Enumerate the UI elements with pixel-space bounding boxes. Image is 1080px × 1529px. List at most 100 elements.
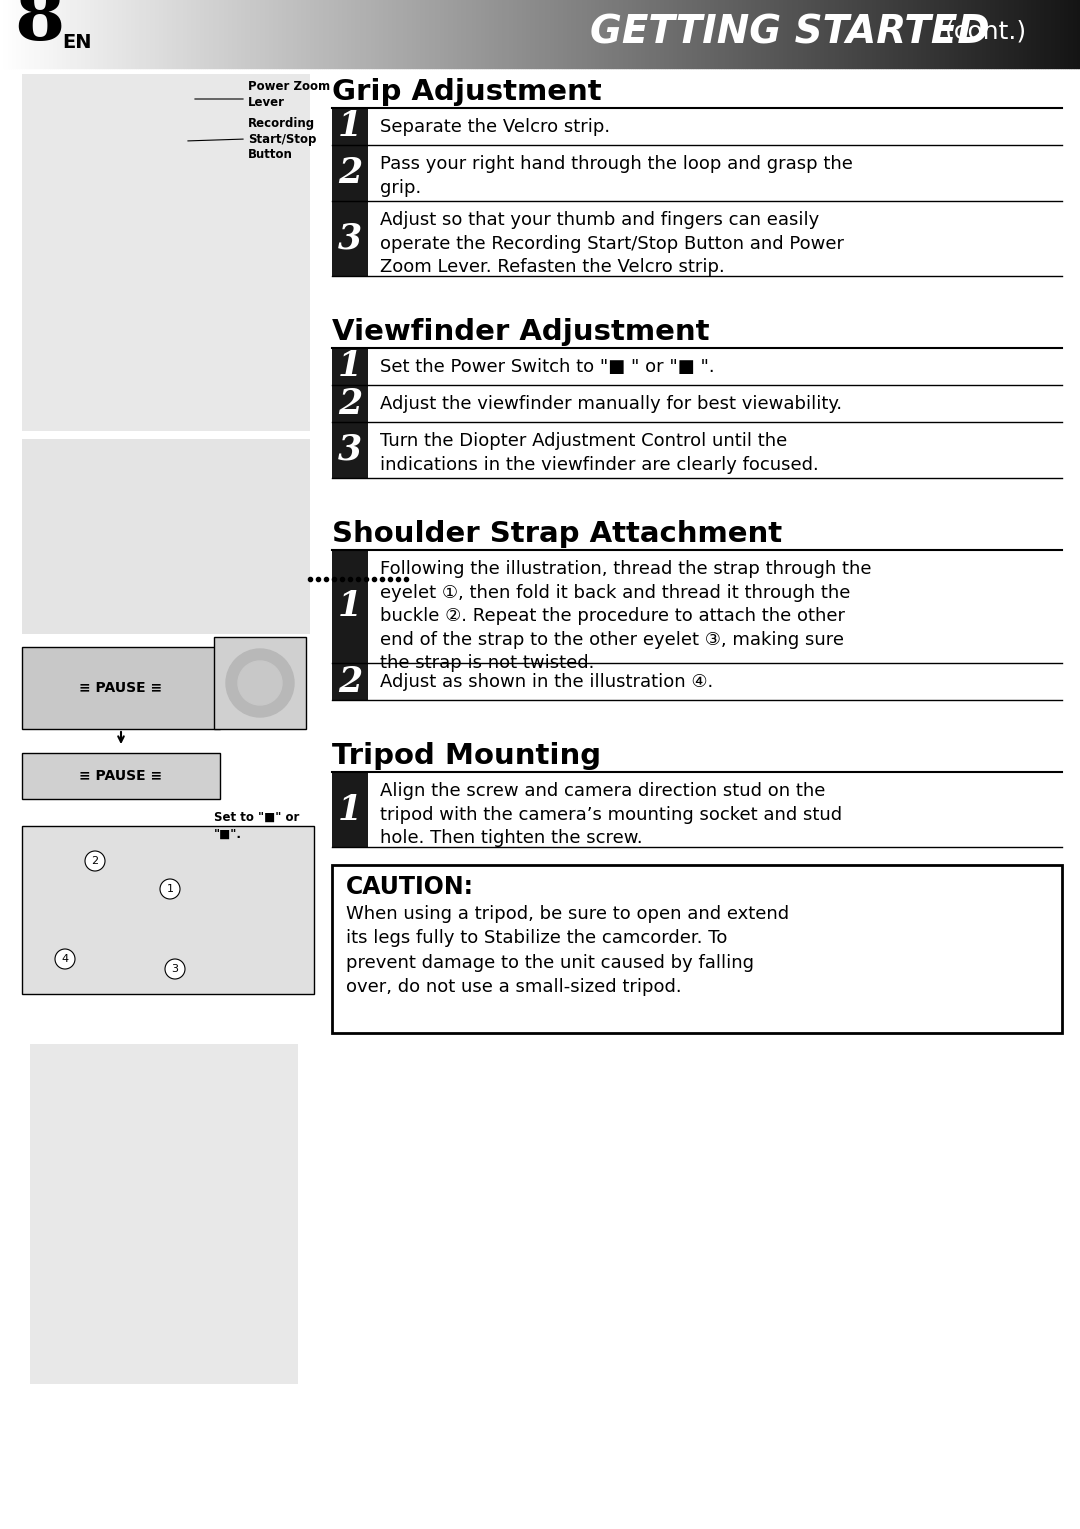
Bar	[564, 0, 566, 67]
Bar	[750, 0, 752, 67]
Bar	[136, 0, 138, 67]
Bar	[438, 0, 441, 67]
Bar	[680, 0, 683, 67]
Bar	[689, 0, 691, 67]
Bar	[22, 647, 220, 729]
Bar	[114, 0, 117, 67]
Bar	[190, 0, 192, 67]
Bar	[225, 0, 227, 67]
Bar	[1026, 0, 1028, 67]
Bar	[799, 0, 801, 67]
Bar	[739, 0, 741, 67]
Bar	[719, 0, 721, 67]
Bar	[717, 0, 719, 67]
Bar	[464, 0, 467, 67]
Bar	[760, 0, 762, 67]
Bar	[235, 0, 238, 67]
Bar	[687, 0, 689, 67]
Bar	[581, 0, 583, 67]
Bar	[849, 0, 851, 67]
Bar	[197, 0, 199, 67]
Bar	[646, 0, 648, 67]
Bar	[356, 0, 359, 67]
Text: Turn the Diopter Adjustment Control until the
indications in the viewfinder are : Turn the Diopter Adjustment Control unti…	[380, 433, 819, 474]
Bar	[786, 0, 788, 67]
Bar	[657, 0, 659, 67]
Bar	[870, 0, 873, 67]
Bar	[171, 0, 173, 67]
Bar	[1071, 0, 1074, 67]
Bar	[387, 0, 389, 67]
Bar	[456, 0, 458, 67]
Bar	[30, 0, 32, 67]
Bar	[298, 0, 300, 67]
Bar	[894, 0, 896, 67]
Bar	[804, 0, 806, 67]
Bar	[332, 772, 368, 847]
Bar	[741, 0, 743, 67]
Bar	[875, 0, 877, 67]
Bar	[549, 0, 551, 67]
Bar	[594, 0, 596, 67]
Bar	[332, 145, 368, 200]
Bar	[343, 0, 346, 67]
Bar	[842, 0, 845, 67]
Bar	[663, 0, 665, 67]
Bar	[585, 0, 588, 67]
Bar	[989, 0, 991, 67]
Text: 3: 3	[172, 963, 178, 974]
Bar	[575, 0, 577, 67]
Text: Adjust so that your thumb and fingers can easily
operate the Recording Start/Sto: Adjust so that your thumb and fingers ca…	[380, 211, 843, 277]
Bar	[177, 0, 179, 67]
Bar	[22, 0, 24, 67]
Text: 1: 1	[338, 590, 362, 624]
Bar	[471, 0, 473, 67]
Bar	[495, 0, 497, 67]
Bar	[214, 0, 216, 67]
Text: 3: 3	[338, 222, 362, 255]
Bar	[912, 0, 914, 67]
Bar	[184, 0, 186, 67]
Bar	[354, 0, 356, 67]
Bar	[48, 0, 50, 67]
Bar	[30, 1044, 298, 1384]
Bar	[283, 0, 285, 67]
Bar	[145, 0, 147, 67]
Bar	[484, 0, 486, 67]
Bar	[572, 0, 575, 67]
Bar	[1052, 0, 1054, 67]
Bar	[486, 0, 488, 67]
Bar	[769, 0, 771, 67]
Bar	[914, 0, 916, 67]
Bar	[745, 0, 747, 67]
Bar	[652, 0, 654, 67]
Bar	[389, 0, 391, 67]
Bar	[667, 0, 670, 67]
Bar	[847, 0, 849, 67]
Bar	[65, 0, 67, 67]
Bar	[54, 0, 56, 67]
Bar	[639, 0, 642, 67]
Bar	[508, 0, 510, 67]
Bar	[1058, 0, 1061, 67]
Bar	[332, 865, 1062, 1034]
Bar	[192, 0, 194, 67]
Bar	[525, 0, 527, 67]
Bar	[212, 0, 214, 67]
Bar	[996, 0, 998, 67]
Bar	[220, 0, 222, 67]
Bar	[708, 0, 711, 67]
Bar	[827, 0, 829, 67]
Bar	[518, 0, 521, 67]
Bar	[994, 0, 996, 67]
Bar	[905, 0, 907, 67]
Bar	[320, 0, 322, 67]
Bar	[296, 0, 298, 67]
Bar	[588, 0, 590, 67]
Bar	[767, 0, 769, 67]
Text: Power Zoom
Lever: Power Zoom Lever	[248, 80, 330, 109]
Bar	[892, 0, 894, 67]
Bar	[670, 0, 672, 67]
Bar	[765, 0, 767, 67]
Text: 2: 2	[338, 387, 362, 420]
